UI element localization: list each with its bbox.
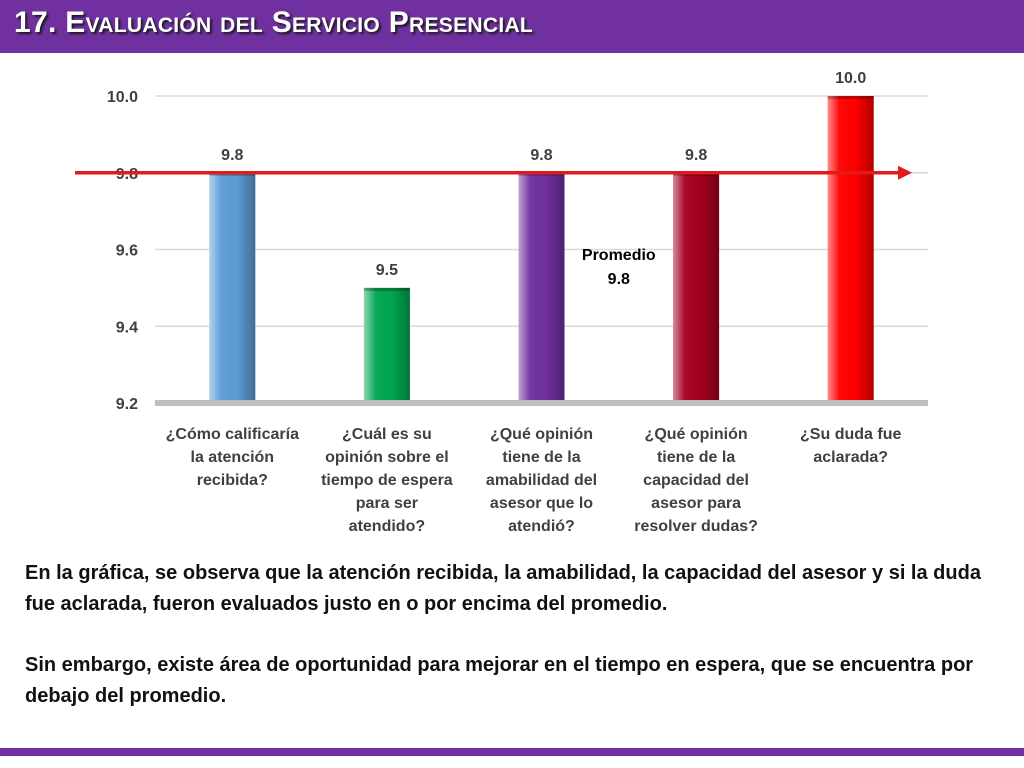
arrow-right-icon [898,165,912,180]
body-text: En la gráfica, se observa que la atenció… [25,558,1000,742]
value-label: 9.8 [530,147,552,164]
bar [673,172,720,400]
y-tick-label: 9.2 [116,396,138,413]
category-label: ¿Cómo calificaría la atención recibida? [166,426,299,489]
value-label: 10.0 [835,70,866,87]
category-labels: ¿Cómo calificaría la atención recibida? ¿Cu… [166,426,902,535]
bar [827,96,874,400]
category-label: ¿Su duda fue aclarada? [800,426,901,466]
value-label: 9.8 [221,147,243,164]
bar [209,172,256,400]
average-label: 9.8 [608,271,630,288]
y-axis-tick-labels: 9.29.49.69.810.0 [107,89,138,413]
category-label: ¿Qué opinión tiene de la capacidad del ases… [634,426,758,535]
average-label: Promedio [582,247,656,264]
y-tick-label: 9.4 [116,319,138,336]
y-tick-label: 9.6 [116,243,138,260]
bars [209,96,874,400]
y-tick-label: 10.0 [107,89,138,106]
value-labels: 9.8 9.5 9.8 9.8 10.0 [221,70,866,279]
value-label: 9.8 [685,147,707,164]
bar [363,287,410,400]
paragraph-2: Sin embargo, existe área de oportunidad … [25,654,974,707]
bar-chart: 9.2 9.4 9.6 9.8 10.0 Promedio 9.8 9.8 9.5 9.89.… [75,70,928,535]
category-label: ¿Qué opinión tiene de la amabilidad del ase… [486,426,597,535]
page-title: 17. Evaluación del Servicio Presencial [14,6,534,39]
value-label: 9.5 [376,262,398,279]
title-bar: 17. Evaluación del Servicio Presencial [0,0,1024,53]
category-label: ¿Cuál es su opinión sobre el tiempo de esp… [321,426,453,535]
bottom-bar [0,748,1024,756]
paragraph-1: En la gráfica, se observa que la atenció… [25,562,981,615]
bar [518,172,565,400]
average-line-group: Promedio 9.8 [75,165,912,288]
